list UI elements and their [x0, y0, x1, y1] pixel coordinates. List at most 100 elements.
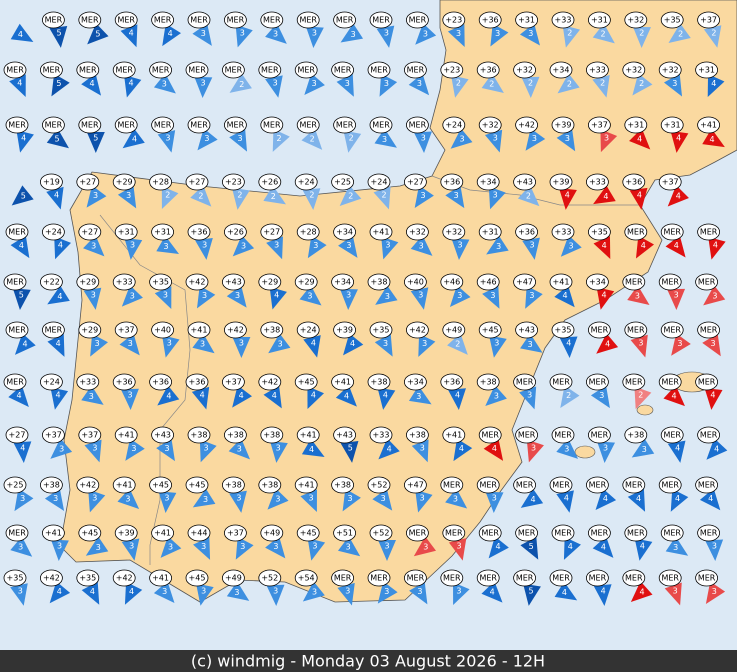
wind-arrow: 3 — [235, 24, 253, 48]
wind-arrow: 3 — [485, 491, 504, 513]
arrow-shape — [235, 24, 253, 48]
station-label: +37 — [118, 326, 135, 335]
wind-force: 2 — [277, 134, 282, 143]
wind-force: 3 — [345, 587, 350, 596]
label-bubble — [149, 569, 173, 587]
arrow-shape — [627, 488, 646, 512]
arrow-shape — [556, 438, 579, 459]
label-bubble — [112, 273, 136, 291]
label-bubble — [622, 569, 646, 587]
label-bubble — [695, 476, 718, 494]
station-label: +36 — [625, 178, 642, 187]
arrow-shape — [410, 235, 433, 256]
station-label: MER — [8, 228, 26, 237]
arrow-shape — [520, 536, 539, 560]
wind-arrow: 4 — [232, 385, 253, 408]
wind-force: 3 — [642, 445, 647, 454]
station-label: +32 — [625, 66, 642, 75]
wind-arrow: 4 — [667, 185, 689, 207]
station-label: +32 — [662, 66, 679, 75]
wind-force: 3 — [460, 135, 465, 144]
wind-arrow: 3 — [703, 285, 726, 306]
wind-force: 3 — [528, 29, 533, 38]
label-bubble — [622, 173, 646, 191]
island — [636, 404, 654, 416]
station-label: +24 — [43, 378, 60, 387]
label-bubble — [624, 11, 648, 29]
wind-arrow: 3 — [445, 488, 468, 509]
wind-force: 3 — [92, 444, 97, 453]
station-label: +41 — [191, 326, 208, 335]
wind-force: 3 — [384, 29, 389, 38]
wind-force: 3 — [202, 291, 207, 300]
wind-arrow: 3 — [664, 582, 682, 606]
label-bubble — [513, 61, 536, 79]
wind-arrow: 4 — [556, 490, 574, 513]
wind-force: 3 — [95, 339, 100, 348]
arrow-shape — [86, 132, 105, 153]
wind-force: 4 — [132, 135, 137, 144]
station-label: MER — [700, 431, 718, 440]
label-bubble — [586, 569, 609, 587]
station-label: +45 — [189, 481, 206, 490]
arrow-shape — [703, 25, 722, 48]
label-bubble — [515, 321, 538, 339]
arrow-shape — [372, 488, 393, 511]
wind-arrow: 5 — [87, 23, 109, 45]
label-bubble — [187, 426, 211, 444]
station-label: +42 — [43, 574, 60, 583]
station-label: MER — [698, 278, 716, 287]
wind-arrow: 3 — [228, 438, 251, 460]
label-bubble — [221, 476, 245, 494]
wind-arrow: 4 — [488, 536, 509, 559]
station-label: MER — [625, 574, 643, 583]
station-label: +31 — [518, 16, 535, 25]
wind-arrow: 4 — [453, 438, 473, 462]
label-bubble — [296, 223, 320, 241]
station-label: +37 — [81, 431, 98, 440]
label-bubble — [442, 426, 466, 444]
wind-force: 4 — [601, 587, 606, 596]
wind-arrow: 3 — [229, 128, 248, 152]
label-bubble — [5, 321, 29, 339]
wind-arrow: 3 — [337, 582, 355, 606]
wind-arrow: 4 — [629, 187, 648, 210]
station-label: +26 — [227, 228, 244, 237]
wind-force: 4 — [639, 587, 644, 596]
label-bubble — [622, 273, 646, 291]
arrow-shape — [199, 439, 217, 463]
arrow-shape — [301, 128, 323, 150]
wind-arrow: 2 — [339, 185, 362, 207]
station-label: +34 — [407, 378, 424, 387]
wind-arrow: 3 — [153, 581, 175, 604]
station-label: +36 — [482, 16, 499, 25]
arrow-shape — [522, 237, 540, 260]
wind-force: 3 — [307, 292, 312, 301]
wind-arrow: 3 — [448, 538, 467, 561]
wind-arrow: 4 — [520, 488, 544, 508]
station-label: MER — [372, 121, 390, 130]
wind-arrow: 2 — [562, 24, 581, 48]
wind-arrow: 3 — [336, 73, 354, 97]
label-bubble — [405, 11, 429, 29]
station-label: +33 — [116, 278, 133, 287]
wind-force: 4 — [56, 339, 61, 348]
label-bubble — [440, 273, 464, 291]
station-label: MER — [625, 278, 643, 287]
arrow-shape — [8, 385, 29, 408]
wind-force: 3 — [348, 494, 353, 503]
station-label: +45 — [81, 529, 98, 538]
label-bubble — [42, 11, 65, 29]
station-label: MER — [188, 66, 206, 75]
label-bubble — [114, 426, 138, 444]
station-label: +38 — [227, 431, 244, 440]
label-bubble — [624, 426, 648, 444]
arrow-shape — [413, 536, 437, 557]
arrow-shape — [50, 539, 69, 561]
wind-arrow: 3 — [50, 438, 73, 459]
label-bubble — [296, 426, 320, 444]
arrow-shape — [451, 75, 469, 98]
wind-arrow: 2 — [263, 185, 286, 205]
wind-arrow: 4 — [8, 385, 29, 408]
